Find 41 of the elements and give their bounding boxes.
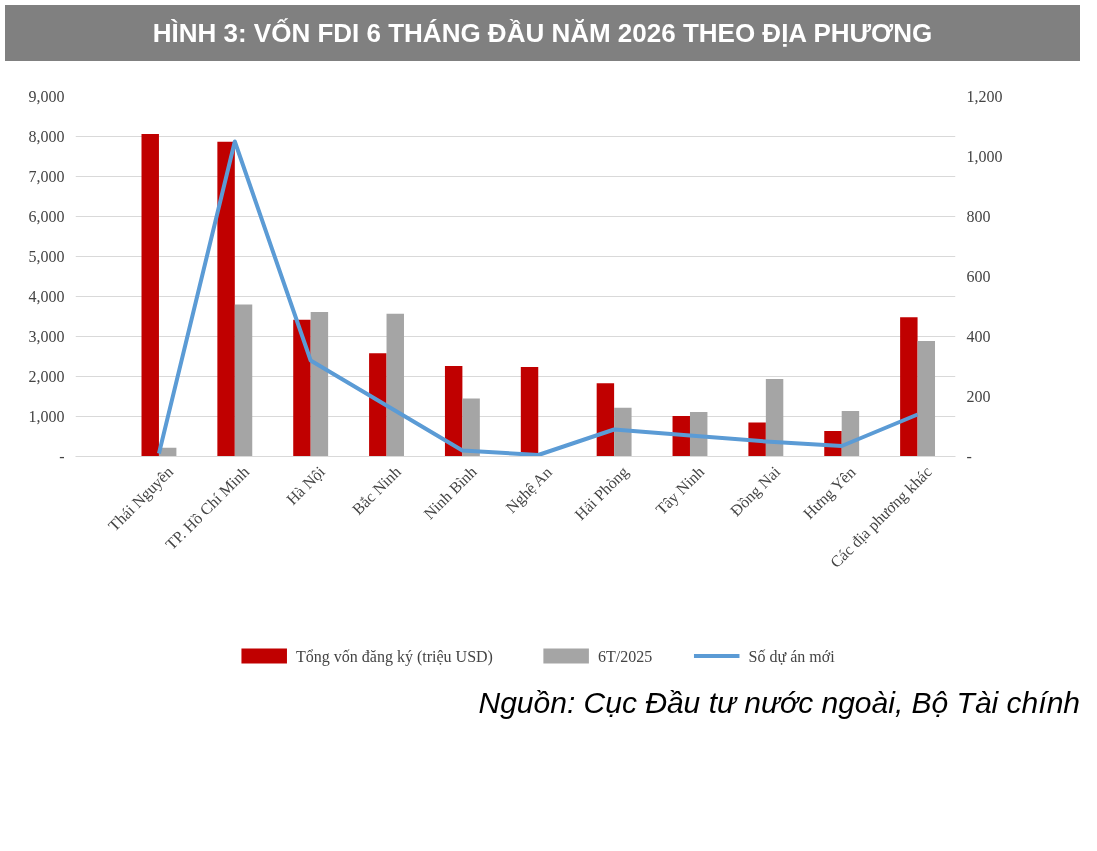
bar [310,312,329,457]
y2-tick-label: 400 [966,328,991,345]
bar [444,366,463,457]
y-tick-label: 1,000 [28,408,65,425]
bar [141,134,159,457]
y-tick-label: 3,000 [28,328,65,345]
bar [217,141,235,457]
legend-label: Số dự án mới [748,647,836,665]
chart-title: HÌNH 3: VỐN FDI 6 THÁNG ĐẦU NĂM 2026 THEO ĐỊA PHƯƠNG [152,17,933,50]
bar [386,313,404,457]
y-tick-label: 5,000 [28,248,65,265]
x-tick-label: Tây Ninh [652,462,709,519]
legend-label: Tổng vốn đăng ký (triệu USD) [296,647,493,666]
y2-tick-label: 1,200 [966,88,1003,105]
y-tick-label: 4,000 [28,288,65,305]
text: Nguồn: Cục Đầu tư nước ngoài, Bộ Tài chính [478,685,1080,721]
x-tick-label: Bắc Ninh [348,462,404,518]
y-tick-label: 9,000 [28,88,65,105]
y-tick-label: 6,000 [28,208,65,225]
y-tick-label: 7,000 [28,168,65,185]
bar [614,407,632,457]
bar [900,317,918,457]
bar [462,398,480,457]
legend-label: 6T/2025 [598,647,653,665]
y2-tick-label: 800 [966,208,991,225]
y2-tick-label: 1,000 [966,148,1003,165]
bar [765,378,784,457]
y-tick-label: 2,000 [28,368,65,385]
y2-tick-label: 200 [966,388,991,405]
y2-tick-label: - [966,448,972,465]
y-tick-label: 8,000 [28,128,65,145]
y2-tick-label: 600 [966,268,991,285]
bar [917,340,936,457]
x-tick-label: Hà Nội [283,462,329,508]
bar [293,319,311,457]
bar [369,353,387,457]
x-tick-label: Ninh Bình [420,462,480,523]
bar [234,304,253,457]
bar [596,383,615,457]
line-series [156,139,920,457]
y-tick-label: - [59,448,65,465]
